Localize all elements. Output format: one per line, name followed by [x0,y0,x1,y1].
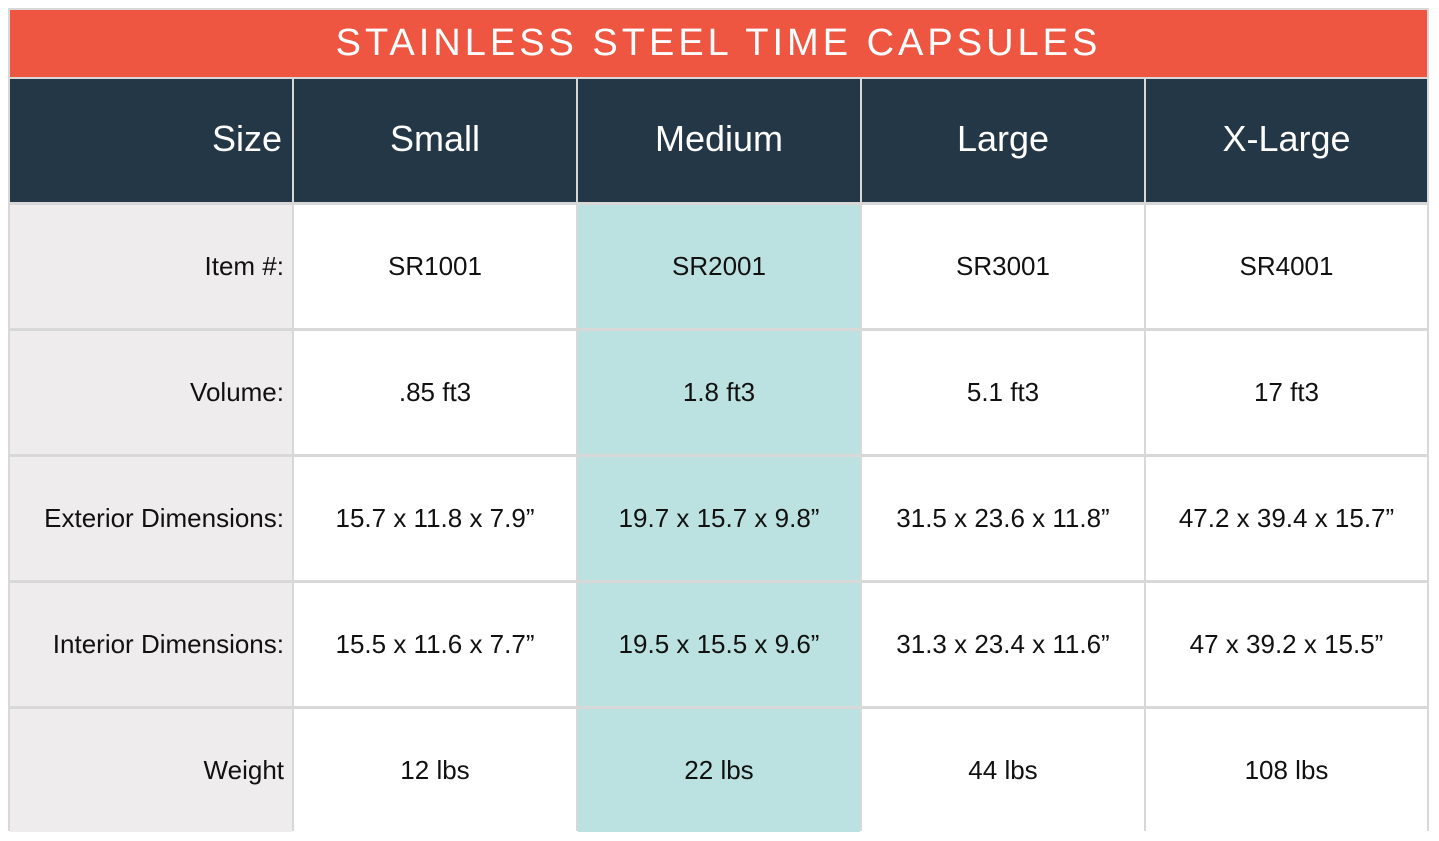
cell-item-small: SR1001 [294,205,576,328]
cell-exterior-small: 15.7 x 11.8 x 7.9” [294,457,576,580]
cell-weight-small: 12 lbs [294,709,576,832]
row-label-exterior-dimensions: Exterior Dimensions: [10,457,292,580]
table-title: STAINLESS STEEL TIME CAPSULES [10,10,1427,77]
cell-item-x-large: SR4001 [1146,205,1427,328]
spec-table: Size Small Medium Large X-Large Item #: … [10,79,1427,832]
cell-exterior-medium: 19.7 x 15.7 x 9.8” [578,457,860,580]
cell-interior-x-large: 47 x 39.2 x 15.5” [1146,583,1427,706]
cell-interior-medium: 19.5 x 15.5 x 9.6” [578,583,860,706]
row-label-item-number: Item #: [10,205,292,328]
cell-exterior-large: 31.5 x 23.6 x 11.8” [862,457,1144,580]
cell-interior-small: 15.5 x 11.6 x 7.7” [294,583,576,706]
cell-volume-large: 5.1 ft3 [862,331,1144,454]
cell-item-medium: SR2001 [578,205,860,328]
cell-interior-large: 31.3 x 23.4 x 11.6” [862,583,1144,706]
header-small: Small [294,79,576,202]
header-x-large: X-Large [1146,79,1427,202]
cell-weight-large: 44 lbs [862,709,1144,832]
cell-weight-x-large: 108 lbs [1146,709,1427,832]
cell-volume-medium: 1.8 ft3 [578,331,860,454]
header-large: Large [862,79,1144,202]
header-medium: Medium [578,79,860,202]
row-label-interior-dimensions: Interior Dimensions: [10,583,292,706]
header-size-label: Size [10,79,292,202]
cell-weight-medium: 22 lbs [578,709,860,832]
cell-exterior-x-large: 47.2 x 39.4 x 15.7” [1146,457,1427,580]
row-label-weight: Weight [10,709,292,832]
cell-item-large: SR3001 [862,205,1144,328]
cell-volume-small: .85 ft3 [294,331,576,454]
row-label-volume: Volume: [10,331,292,454]
cell-volume-x-large: 17 ft3 [1146,331,1427,454]
